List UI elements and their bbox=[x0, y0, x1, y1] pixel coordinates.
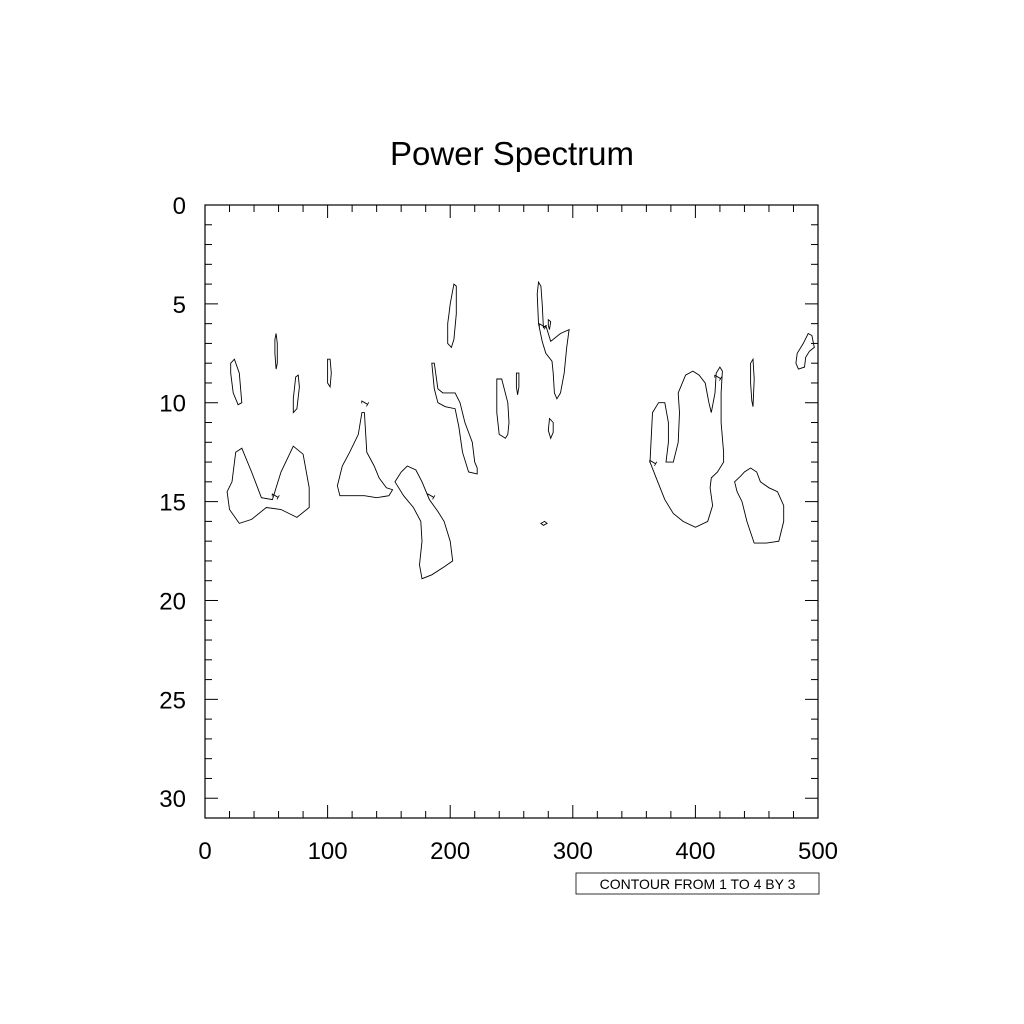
x-tick-label-100: 100 bbox=[308, 838, 348, 865]
contour-label-4: 1 bbox=[712, 372, 725, 383]
y-axis-tick-labels: 0 5 10 15 20 25 30 bbox=[159, 193, 186, 813]
x-tick-label-500: 500 bbox=[798, 838, 838, 865]
contour-level-1-1 bbox=[230, 358, 243, 406]
y-tick-label-5: 5 bbox=[173, 292, 186, 319]
contour-level-1-5 bbox=[336, 412, 394, 499]
x-tick-label-300: 300 bbox=[553, 838, 593, 865]
contour-label-3: 1 bbox=[536, 320, 549, 331]
contour-label-0: 1 bbox=[269, 491, 282, 502]
contour-level-1-7 bbox=[431, 362, 478, 475]
contour-level-1-0 bbox=[226, 445, 310, 524]
y-tick-label-30: 30 bbox=[159, 786, 186, 813]
y-tick-label-10: 10 bbox=[159, 391, 186, 418]
contour-level-1-4 bbox=[327, 358, 332, 389]
x-tick-label-400: 400 bbox=[675, 838, 715, 865]
x-axis-tick-labels: 0 100 200 300 400 500 bbox=[198, 838, 838, 865]
contour-level-1-15 bbox=[649, 366, 725, 528]
contour-label-2: 1 bbox=[425, 491, 438, 502]
contour-level-1-3 bbox=[292, 374, 300, 414]
contour-label-1: 1 bbox=[359, 398, 372, 409]
contour-level-1-2 bbox=[274, 333, 278, 370]
y-tick-label-25: 25 bbox=[159, 687, 186, 714]
chart-title: Power Spectrum bbox=[390, 135, 634, 172]
y-tick-label-0: 0 bbox=[173, 193, 186, 220]
contour-info-frame bbox=[575, 872, 820, 895]
contour-level-1-10 bbox=[515, 372, 520, 395]
x-axis-ticks bbox=[204, 205, 819, 818]
contour-level-1-17 bbox=[734, 467, 785, 544]
contour-level-1-8 bbox=[447, 283, 457, 349]
contour-level-1-14 bbox=[540, 520, 548, 526]
x-tick-label-0: 0 bbox=[198, 838, 211, 865]
x-tick-label-200: 200 bbox=[430, 838, 470, 865]
contour-info-box: CONTOUR FROM 1 TO 4 BY 3 bbox=[575, 872, 820, 895]
y-tick-label-15: 15 bbox=[159, 490, 186, 517]
contour-level-1-13 bbox=[547, 417, 554, 440]
contour-label-5: 1 bbox=[647, 457, 660, 468]
plot-frame bbox=[204, 204, 819, 819]
y-axis-ticks bbox=[205, 204, 818, 819]
contour-lines bbox=[226, 280, 815, 580]
contour-level-1-18 bbox=[795, 332, 815, 370]
contour-labels: 1 1 1 1 1 1 bbox=[269, 320, 725, 501]
contour-level-1-16 bbox=[750, 357, 755, 407]
contour-level-1-12 bbox=[547, 318, 552, 330]
contour-level-1-9 bbox=[496, 378, 510, 439]
contour-level-1-6 bbox=[394, 465, 454, 580]
contour-info-text: CONTOUR FROM 1 TO 4 BY 3 bbox=[600, 876, 796, 892]
contour-level-1-11 bbox=[536, 280, 570, 400]
y-tick-label-20: 20 bbox=[159, 589, 186, 616]
